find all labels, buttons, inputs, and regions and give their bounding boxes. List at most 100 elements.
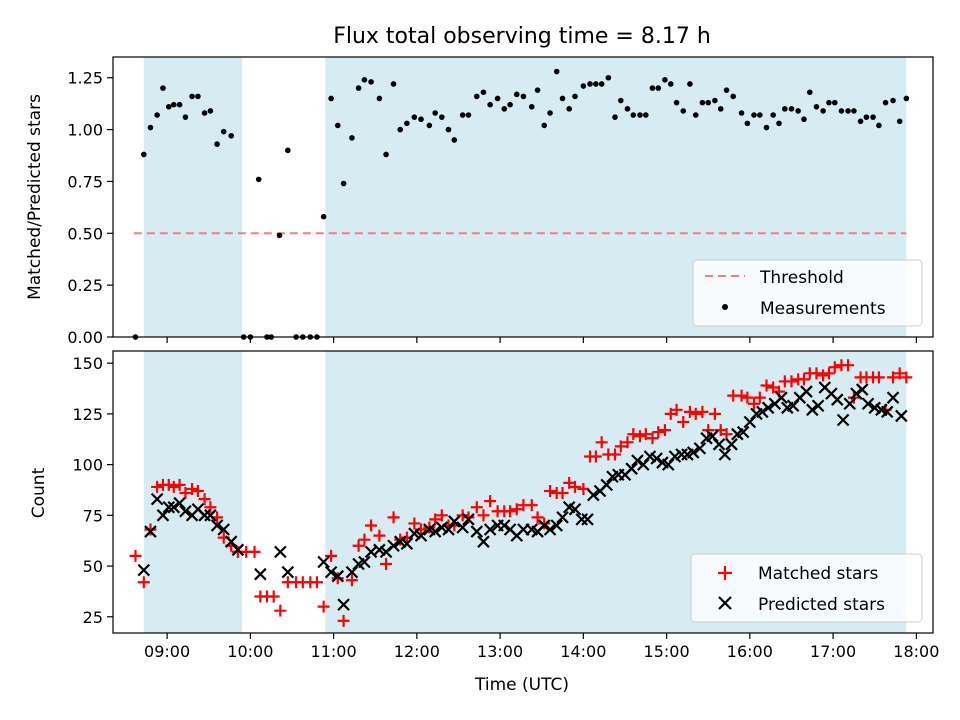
matched-star-point <box>872 371 885 384</box>
matched-star-point <box>817 369 830 382</box>
measurement-point <box>534 87 541 93</box>
matched-star-point <box>191 484 204 497</box>
matched-star-point <box>456 509 469 522</box>
measurement-point <box>566 106 573 112</box>
count-panel-frame <box>112 350 934 634</box>
legend-measurements-swatch <box>722 304 728 310</box>
measurement-point <box>838 108 845 114</box>
predicted-star-point <box>736 425 750 439</box>
legend-matched-label: Matched stars <box>758 564 878 584</box>
matched-star-point <box>470 501 483 514</box>
measurement-point <box>876 122 882 129</box>
measurement-point <box>182 114 189 120</box>
measurement-point <box>680 108 687 114</box>
matched-star-point <box>248 545 261 558</box>
matched-star-point <box>893 367 906 380</box>
predicted-star-point <box>543 523 557 536</box>
matched-star-point <box>748 397 761 410</box>
measurement-point <box>328 95 334 102</box>
measurement-point <box>795 108 801 114</box>
predicted-star-point <box>550 519 563 532</box>
matched-star-point <box>900 371 913 384</box>
legend-predicted-label: Predicted stars <box>758 595 885 615</box>
x-tick-label: 13:00 <box>477 642 523 661</box>
matched-star-point <box>173 478 186 491</box>
y-tick-label: 125 <box>72 405 103 424</box>
matched-star-point <box>633 430 646 443</box>
predicted-star-point <box>274 545 287 559</box>
measurement-point <box>782 106 788 112</box>
measurement-point <box>788 106 795 112</box>
matched-stars-points <box>129 359 913 627</box>
matched-star-point <box>358 533 371 546</box>
matched-star-point <box>652 426 665 439</box>
measurement-point <box>334 122 341 129</box>
measurement-point <box>903 95 910 102</box>
matched-star-point <box>708 407 721 420</box>
y-tick-label: 75 <box>83 506 103 525</box>
y-tick-label: 25 <box>83 608 103 627</box>
y-tick-label: 100 <box>72 456 103 475</box>
predicted-star-point <box>162 500 176 514</box>
matched-star-point <box>325 549 338 562</box>
predicted-star-point <box>830 393 844 406</box>
ratio-legend: Threshold Measurements <box>692 259 923 327</box>
measurement-point <box>480 89 487 96</box>
ratio-x-ticks <box>166 337 917 343</box>
measurement-point <box>276 232 283 239</box>
matched-star-point <box>842 359 855 372</box>
measurement-point <box>751 112 757 118</box>
matched-star-point <box>380 558 393 571</box>
measurement-point <box>368 79 374 85</box>
measurement-point <box>487 101 493 108</box>
predicted-star-point <box>358 555 371 569</box>
x-tick-label: 14:00 <box>560 642 606 661</box>
predicted-star-point <box>712 438 726 451</box>
predicted-star-point <box>414 529 428 542</box>
predicted-star-point <box>150 492 164 506</box>
measurement-point <box>763 124 770 131</box>
predicted-star-point <box>448 515 461 528</box>
matched-star-point <box>337 614 350 627</box>
matched-star-point <box>689 407 702 420</box>
predicted-star-point <box>556 511 569 524</box>
predicted-star-point <box>324 565 338 579</box>
measurement-point <box>642 112 649 118</box>
matched-star-point <box>887 371 900 384</box>
measurement-point <box>390 81 397 87</box>
y-tick-label: 50 <box>83 557 103 576</box>
y-tick-label: 0.75 <box>67 172 103 191</box>
measurement-point <box>528 103 535 110</box>
y-tick-label: 0.00 <box>67 328 103 347</box>
measurement-point <box>587 81 593 87</box>
predicted-stars-points <box>137 381 908 611</box>
measurement-point <box>630 112 637 118</box>
measurement-point <box>176 101 183 108</box>
measurement-point <box>757 112 763 118</box>
measurement-point <box>831 99 838 106</box>
predicted-star-point <box>331 569 345 583</box>
predicted-star-point <box>173 496 186 510</box>
matched-star-point <box>608 448 621 461</box>
predicted-star-point <box>254 567 267 581</box>
matched-star-point <box>847 391 860 404</box>
measurement-point <box>882 99 889 106</box>
x-axis-label: Time (UTC) <box>474 675 569 695</box>
predicted-star-point <box>811 399 825 413</box>
measurement-point <box>520 93 527 100</box>
predicted-star-point <box>631 454 644 467</box>
matched-star-point <box>797 373 810 386</box>
shaded-interval-0 <box>143 57 243 337</box>
predicted-star-point <box>217 523 230 536</box>
ratio-legend-box <box>692 259 923 327</box>
legend-threshold-label: Threshold <box>759 268 844 288</box>
chart-title: Flux total observing time = 8.17 h <box>333 24 711 49</box>
predicted-star-point <box>167 500 181 514</box>
count-legend-box <box>690 553 923 623</box>
ratio-y-ticks: 0.00 0.25 0.50 0.75 1.00 1.25 <box>67 69 113 347</box>
measurement-point <box>553 68 560 75</box>
predicted-star-point <box>861 397 875 411</box>
predicted-star-point <box>387 539 400 553</box>
measurement-point <box>572 93 578 100</box>
measurement-point <box>285 147 291 154</box>
